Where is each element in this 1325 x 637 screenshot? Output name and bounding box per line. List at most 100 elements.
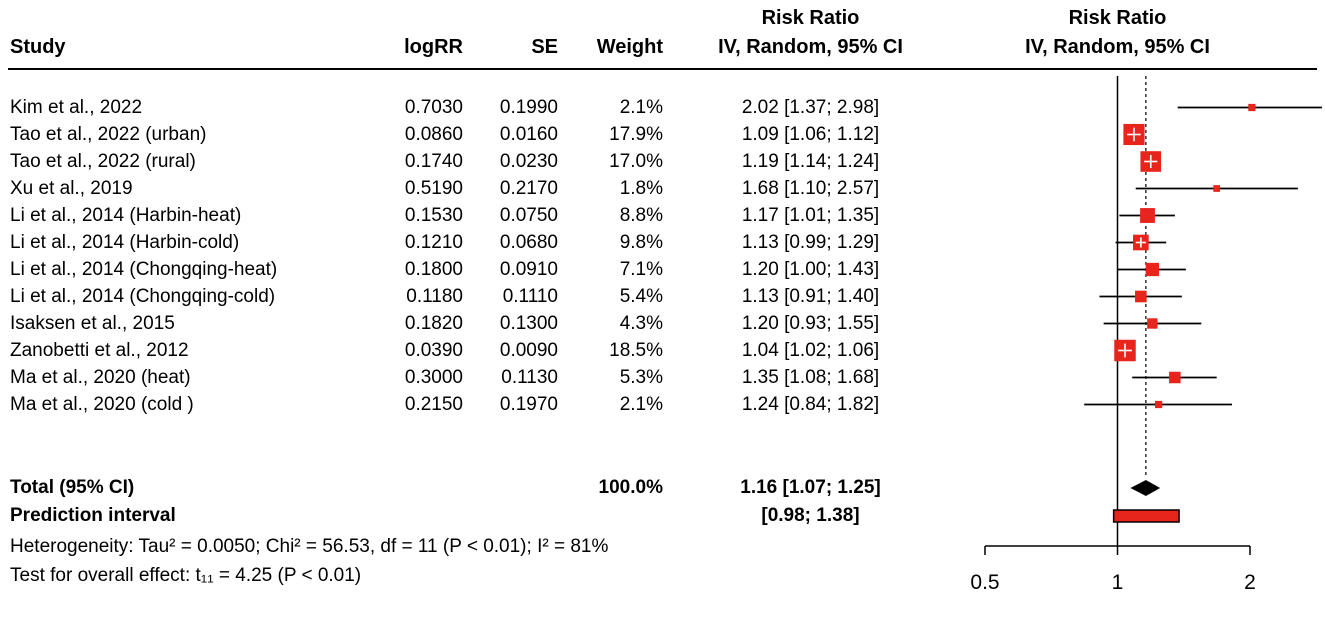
- logrr-value: 0.2150: [404, 394, 463, 415]
- se-value: 0.1970: [499, 394, 558, 415]
- header-row-top: Risk Ratio Risk Ratio: [0, 5, 1325, 31]
- study-name: Tao et al., 2022 (urban): [10, 124, 207, 145]
- rr-ci-value: 1.19 [1.14; 1.24]: [741, 151, 880, 172]
- study-column-header: Study: [10, 36, 66, 58]
- weight-value: 1.8%: [619, 178, 663, 199]
- rr-ci-value: 1.35 [1.08; 1.68]: [741, 367, 880, 388]
- weight-value: 17.0%: [609, 151, 663, 172]
- se-value: 0.0230: [499, 151, 558, 172]
- rr-ci-value: 1.04 [1.02; 1.06]: [741, 340, 880, 361]
- se-column-header: SE: [531, 36, 558, 58]
- study-row: Li et al., 2014 (Harbin-heat) 0.1530 0.075…: [0, 202, 1325, 229]
- weight-value: 2.1%: [619, 394, 663, 415]
- weight-column-header: Weight: [596, 36, 663, 58]
- header-row: Study logRR SE Weight IV, Random, 95% CI…: [0, 34, 1325, 62]
- effect-square: [1145, 262, 1160, 277]
- study-row: Ma et al., 2020 (cold ) 0.2150 0.1970 2.1% 1…: [0, 391, 1325, 418]
- pooled-diamond: [1130, 480, 1161, 496]
- rr-ci-value: 1.68 [1.10; 2.57]: [741, 178, 880, 199]
- header-divider: [8, 68, 1317, 70]
- effect-square: [1154, 400, 1163, 409]
- study-row: Li et al., 2014 (Chongqing-heat) 0.1800 0.…: [0, 256, 1325, 283]
- study-row: Ma et al., 2020 (heat) 0.3000 0.1130 5.3% 1.…: [0, 364, 1325, 391]
- se-value: 0.1130: [501, 367, 558, 388]
- logrr-value: 0.0390: [404, 340, 463, 361]
- total-rr-ci: 1.16 [1.07; 1.25]: [740, 477, 881, 498]
- logrr-value: 0.5190: [404, 178, 463, 199]
- logrr-value: 0.3000: [404, 367, 463, 388]
- logrr-value: 0.1180: [406, 286, 463, 307]
- logrr-value: 0.0860: [404, 124, 463, 145]
- weight-value: 4.3%: [619, 313, 663, 334]
- effect-square: [1169, 371, 1181, 384]
- rr-ci-value: 1.09 [1.06; 1.12]: [741, 124, 880, 145]
- total-row: Total (95% CI) 100.0% 1.16 [1.07; 1.25]: [0, 474, 1325, 501]
- logrr-value: 0.1530: [404, 205, 463, 226]
- prediction-interval-row: Prediction interval [0.98; 1.38]: [0, 502, 1325, 529]
- weight-value: 5.4%: [619, 286, 663, 307]
- logrr-value: 0.1800: [404, 259, 463, 280]
- se-value: 0.0090: [499, 340, 558, 361]
- study-name: Li et al., 2014 (Harbin-heat): [10, 205, 242, 226]
- se-value: 0.0750: [499, 205, 558, 226]
- se-value: 0.2170: [499, 178, 558, 199]
- study-name: Ma et al., 2020 (cold ): [10, 394, 194, 415]
- rr-ci-value: 1.20 [0.93; 1.55]: [741, 313, 880, 334]
- x-axis-tick-label: 1: [1112, 571, 1124, 594]
- rr-ci-column-header: IV, Random, 95% CI: [718, 36, 903, 58]
- total-weight: 100.0%: [598, 477, 663, 498]
- se-value: 0.0160: [499, 124, 558, 145]
- weight-value: 2.1%: [619, 97, 663, 118]
- heterogeneity-note: Heterogeneity: Tau² = 0.0050; Chi² = 56.…: [10, 536, 609, 557]
- total-label: Total (95% CI): [10, 477, 135, 498]
- overall-effect-note: Test for overall effect: t₁₁ = 4.25 (P <…: [10, 565, 362, 586]
- study-row: Tao et al., 2022 (rural) 0.1740 0.0230 17.0…: [0, 148, 1325, 175]
- weight-value: 7.1%: [619, 259, 663, 280]
- study-row: Xu et al., 2019 0.5190 0.2170 1.8% 1.68 [1.1…: [0, 175, 1325, 202]
- plot-column-header: IV, Random, 95% CI: [1025, 36, 1210, 58]
- x-axis-tick-label: 0.5: [970, 571, 999, 594]
- study-name: Li et al., 2014 (Chongqing-cold): [10, 286, 276, 307]
- study-row: Zanobetti et al., 2012 0.0390 0.0090 18.5% 1…: [0, 337, 1325, 364]
- logrr-value: 0.1740: [404, 151, 463, 172]
- weight-value: 5.3%: [619, 367, 663, 388]
- study-name: Tao et al., 2022 (rural): [10, 151, 196, 172]
- effect-square: [1135, 290, 1147, 303]
- study-name: Ma et al., 2020 (heat): [10, 367, 191, 388]
- prediction-interval-ci: [0.98; 1.38]: [761, 505, 860, 526]
- study-name: Li et al., 2014 (Harbin-cold): [10, 232, 240, 253]
- logrr-value: 0.1820: [404, 313, 463, 334]
- study-name: Kim et al., 2022: [10, 97, 143, 118]
- study-row: Kim et al., 2022 0.7030 0.1990 2.1% 2.02 [1.…: [0, 94, 1325, 121]
- se-value: 0.0680: [499, 232, 558, 253]
- rr-ci-value: 1.13 [0.91; 1.40]: [741, 286, 880, 307]
- logrr-value: 0.1210: [404, 232, 463, 253]
- se-value: 0.1300: [499, 313, 558, 334]
- study-row: Isaksen et al., 2015 0.1820 0.1300 4.3% 1.20…: [0, 310, 1325, 337]
- risk-ratio-plot-column-title: Risk Ratio: [1068, 7, 1167, 29]
- effect-square: [1248, 103, 1256, 112]
- se-value: 0.1990: [499, 97, 558, 118]
- rr-ci-value: 2.02 [1.37; 2.98]: [741, 97, 880, 118]
- rr-ci-value: 1.13 [0.99; 1.29]: [741, 232, 880, 253]
- prediction-interval-label: Prediction interval: [10, 505, 176, 526]
- study-row: Li et al., 2014 (Chongqing-cold) 0.1180 0.…: [0, 283, 1325, 310]
- rr-ci-value: 1.17 [1.01; 1.35]: [741, 205, 880, 226]
- weight-value: 8.8%: [619, 205, 663, 226]
- study-name: Li et al., 2014 (Chongqing-heat): [10, 259, 278, 280]
- weight-value: 18.5%: [609, 340, 663, 361]
- x-axis-tick-label: 2: [1244, 571, 1256, 594]
- study-name: Isaksen et al., 2015: [10, 313, 175, 334]
- weight-value: 9.8%: [619, 232, 663, 253]
- effect-square: [1213, 185, 1221, 192]
- effect-square: [1147, 318, 1158, 329]
- logrr-value: 0.7030: [404, 97, 463, 118]
- study-row: Li et al., 2014 (Harbin-cold) 0.1210 0.068…: [0, 229, 1325, 256]
- logrr-column-header: logRR: [404, 36, 463, 58]
- se-value: 0.1110: [502, 286, 558, 307]
- study-name: Xu et al., 2019: [10, 178, 133, 199]
- effect-square: [1140, 208, 1155, 223]
- rr-ci-value: 1.24 [0.84; 1.82]: [741, 394, 880, 415]
